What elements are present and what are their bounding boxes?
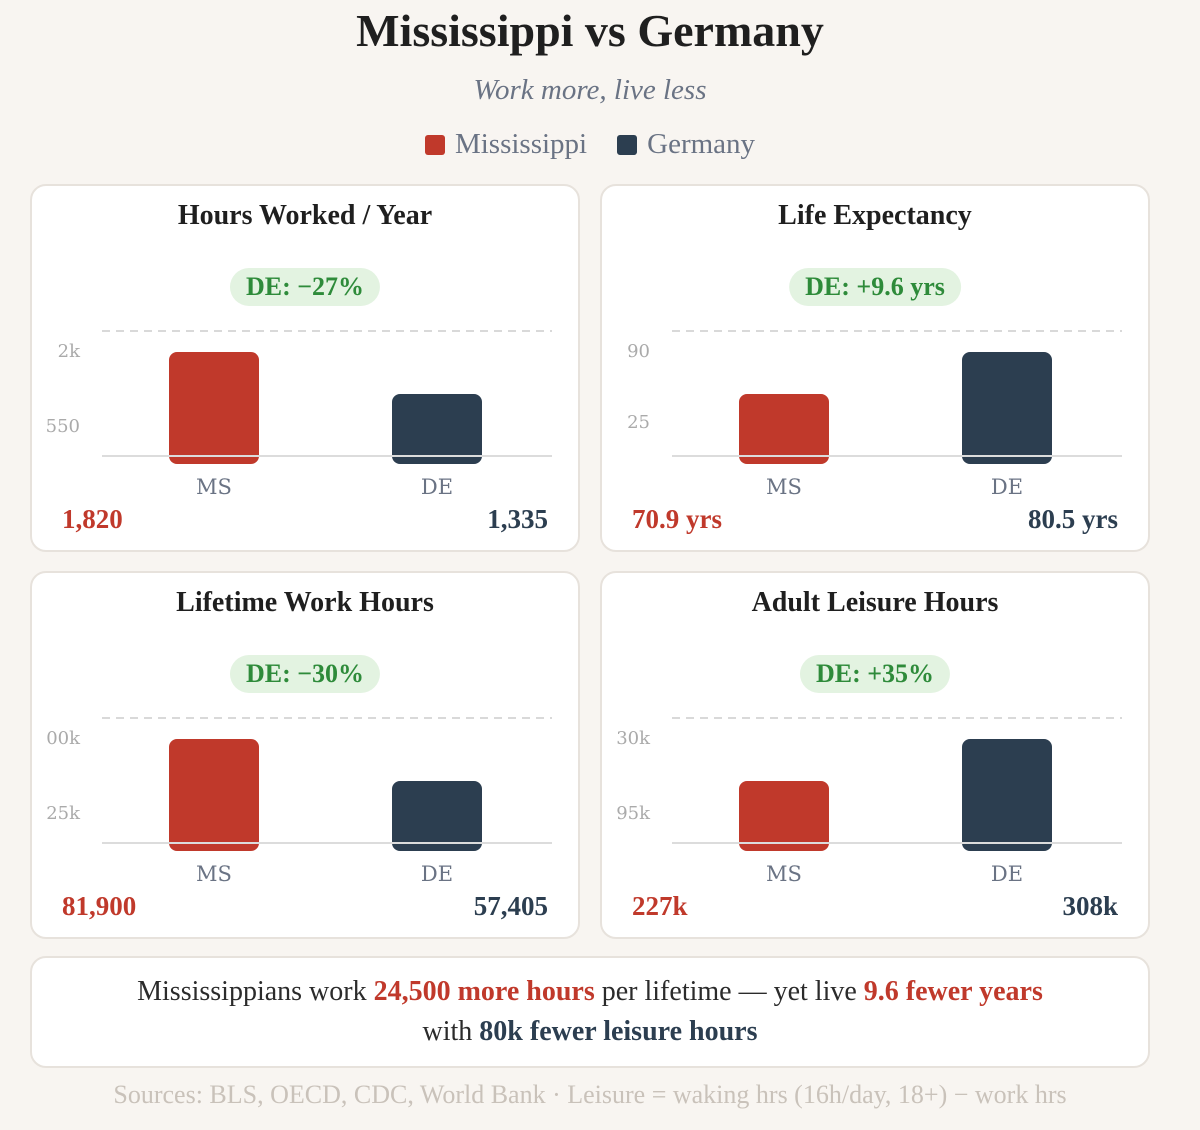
value-label-ms: 81,900 bbox=[62, 891, 137, 921]
bar-chart: 90 25 MS DE bbox=[627, 330, 1122, 499]
legend-label: Germany bbox=[647, 128, 756, 160]
bar-de bbox=[962, 352, 1052, 464]
legend-label: Mississippi bbox=[454, 128, 588, 160]
delta-badge: DE: +9.6 yrs bbox=[789, 268, 961, 306]
sources-footnote: Sources: BLS, OECD, CDC, World Bank · Le… bbox=[113, 1080, 1067, 1109]
y-tick-label: 95k bbox=[616, 803, 651, 824]
x-tick-label: MS bbox=[766, 862, 802, 886]
summary-highlight: 80k fewer leisure hours bbox=[479, 1016, 758, 1047]
chart-title: Adult Leisure Hours bbox=[751, 587, 999, 618]
x-tick-label: DE bbox=[991, 862, 1023, 886]
value-label-ms: 227k bbox=[632, 891, 688, 921]
delta-badge: DE: −27% bbox=[229, 268, 381, 306]
value-label-ms: 1,820 bbox=[62, 504, 123, 534]
baseline-mask bbox=[102, 844, 552, 854]
chart-card-lifetime-work-hours: Lifetime Work Hours DE: −30% 00k 25k MS … bbox=[30, 571, 580, 939]
legend-swatch-mississippi bbox=[424, 134, 445, 155]
summary-highlight: 9.6 fewer years bbox=[863, 976, 1043, 1007]
legend-item-mississippi: Mississippi bbox=[424, 128, 588, 161]
x-tick-label: DE bbox=[421, 475, 453, 499]
baseline-mask bbox=[672, 457, 1122, 467]
bar-chart: 00k 25k MS DE bbox=[46, 717, 552, 886]
summary-highlight: 24,500 more hours bbox=[373, 976, 595, 1007]
value-label-ms: 70.9 yrs bbox=[632, 504, 722, 534]
chart-card-life-expectancy: Life Expectancy DE: +9.6 yrs 90 25 MS DE… bbox=[600, 184, 1150, 552]
value-label-de: 57,405 bbox=[473, 891, 548, 921]
x-tick-label: DE bbox=[991, 475, 1023, 499]
summary-text: per lifetime — yet live bbox=[594, 976, 864, 1007]
legend: Mississippi Germany bbox=[0, 128, 1180, 161]
baseline-mask bbox=[102, 457, 552, 467]
y-tick-label: 25k bbox=[46, 803, 81, 824]
chart-title: Hours Worked / Year bbox=[177, 200, 433, 231]
summary-line-1: Mississippians work 24,500 more hours pe… bbox=[32, 972, 1148, 1012]
y-tick-label: 30k bbox=[616, 728, 651, 749]
summary-text: with bbox=[422, 1016, 480, 1047]
bar-chart: 30k 95k MS DE bbox=[616, 717, 1122, 886]
value-label-de: 308k bbox=[1062, 891, 1118, 921]
delta-badge: DE: +35% bbox=[799, 655, 951, 693]
chart-title: Life Expectancy bbox=[778, 200, 972, 231]
legend-item-germany: Germany bbox=[617, 128, 755, 161]
bar-ms bbox=[169, 739, 259, 851]
summary-text: Mississippians work bbox=[137, 976, 374, 1007]
y-tick-label: 2k bbox=[58, 341, 81, 362]
delta-badge: DE: −30% bbox=[229, 655, 381, 693]
y-tick-label: 00k bbox=[46, 728, 81, 749]
chart-title: Lifetime Work Hours bbox=[176, 587, 434, 618]
y-tick-label: 25 bbox=[627, 412, 650, 433]
x-tick-label: DE bbox=[421, 862, 453, 886]
value-label-de: 1,335 bbox=[487, 504, 548, 534]
x-tick-label: MS bbox=[766, 475, 802, 499]
page-subtitle: Work more, live less bbox=[473, 74, 707, 106]
bar-ms bbox=[169, 352, 259, 464]
bar-ms bbox=[739, 394, 829, 464]
y-tick-label: 90 bbox=[627, 341, 650, 362]
x-tick-label: MS bbox=[196, 475, 232, 499]
baseline-mask bbox=[672, 844, 1122, 854]
bar-de bbox=[392, 394, 482, 464]
legend-swatch-germany bbox=[617, 134, 638, 155]
bar-ms bbox=[739, 781, 829, 851]
chart-card-adult-leisure-hours: Adult Leisure Hours DE: +35% 30k 95k MS … bbox=[600, 571, 1150, 939]
x-tick-label: MS bbox=[196, 862, 232, 886]
page-title: Mississippi vs Germany bbox=[356, 5, 824, 56]
chart-card-hours-worked: Hours Worked / Year DE: −27% 2k 550 MS D… bbox=[30, 184, 580, 552]
y-tick-label: 550 bbox=[46, 416, 80, 437]
summary-box: Mississippians work 24,500 more hours pe… bbox=[30, 956, 1150, 1068]
summary-line-2: with 80k fewer leisure hours bbox=[32, 1012, 1148, 1052]
value-label-de: 80.5 yrs bbox=[1028, 504, 1118, 534]
bar-de bbox=[962, 739, 1052, 851]
bar-de bbox=[392, 781, 482, 851]
bar-chart: 2k 550 MS DE bbox=[46, 330, 552, 499]
